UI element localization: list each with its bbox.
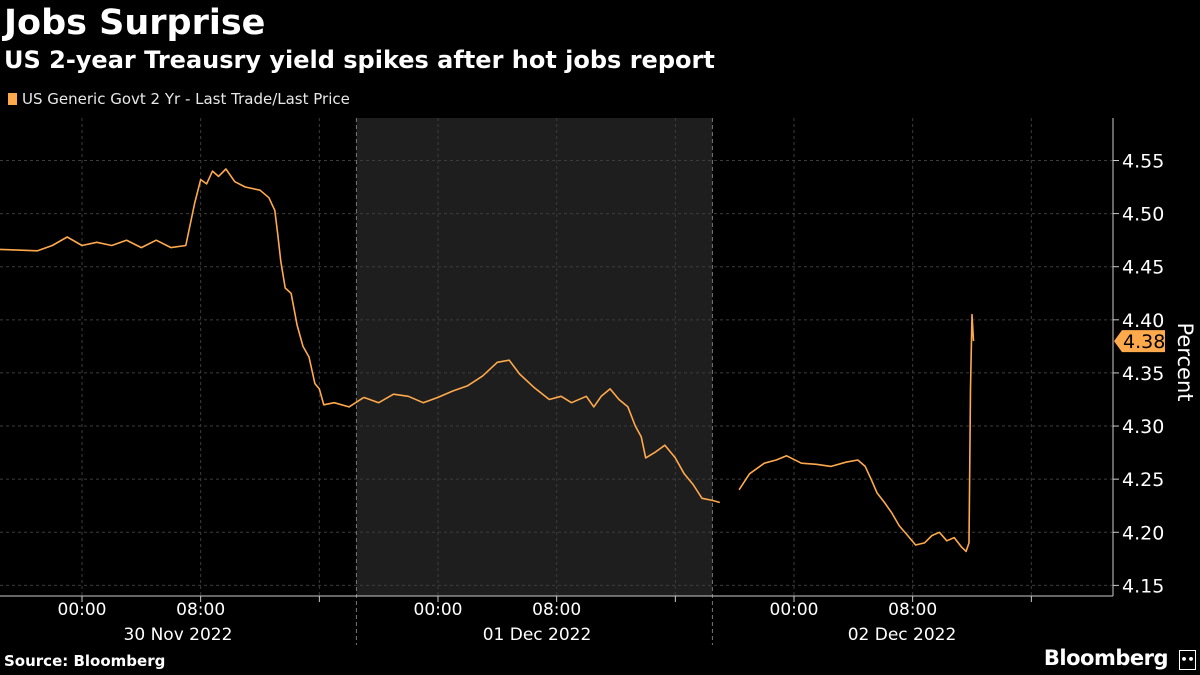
- y-tick-label: 4.20: [1122, 522, 1164, 544]
- series-line: [363, 359, 721, 504]
- legend: US Generic Govt 2 Yr - Last Trade/Last P…: [8, 90, 350, 108]
- y-tick-label: 4.15: [1122, 575, 1164, 597]
- bloomberg-mark-icon: ••: [1179, 650, 1196, 670]
- x-day-label: 01 Dec 2022: [483, 625, 592, 645]
- legend-label: US Generic Govt 2 Yr - Last Trade/Last P…: [22, 90, 350, 108]
- x-tick-label: 00:00: [414, 600, 463, 620]
- x-tick-label: 08:00: [532, 600, 581, 620]
- series-line: [738, 313, 975, 553]
- y-tick-label: 4.35: [1122, 363, 1164, 385]
- y-axis-label: Percent: [1173, 322, 1197, 401]
- x-tick-label: 08:00: [888, 600, 937, 620]
- chart-subtitle: US 2-year Treausry yield spikes after ho…: [4, 46, 715, 74]
- x-day-label: 30 Nov 2022: [124, 625, 233, 645]
- legend-swatch: [8, 93, 17, 105]
- y-tick-label: 4.45: [1122, 257, 1164, 279]
- last-value-marker: [1114, 330, 1165, 353]
- shaded-day-band: [356, 118, 713, 596]
- chart-title: Jobs Surprise: [4, 3, 266, 43]
- x-tick-label: 00:00: [770, 600, 819, 620]
- y-tick-label: 4.55: [1122, 150, 1164, 172]
- y-tick-label: 4.30: [1122, 416, 1164, 438]
- y-tick-label: 4.40: [1122, 310, 1164, 332]
- series-line: [0, 168, 365, 408]
- x-tick-label: 00:00: [58, 600, 107, 620]
- x-tick-label: 08:00: [176, 600, 225, 620]
- y-tick-label: 4.25: [1122, 469, 1164, 491]
- last-value-label: 4.38: [1123, 331, 1165, 353]
- source-note: Source: Bloomberg: [4, 652, 166, 670]
- y-tick-label: 4.50: [1122, 204, 1164, 226]
- bloomberg-logo: Bloomberg: [1043, 646, 1169, 670]
- x-day-label: 02 Dec 2022: [848, 625, 957, 645]
